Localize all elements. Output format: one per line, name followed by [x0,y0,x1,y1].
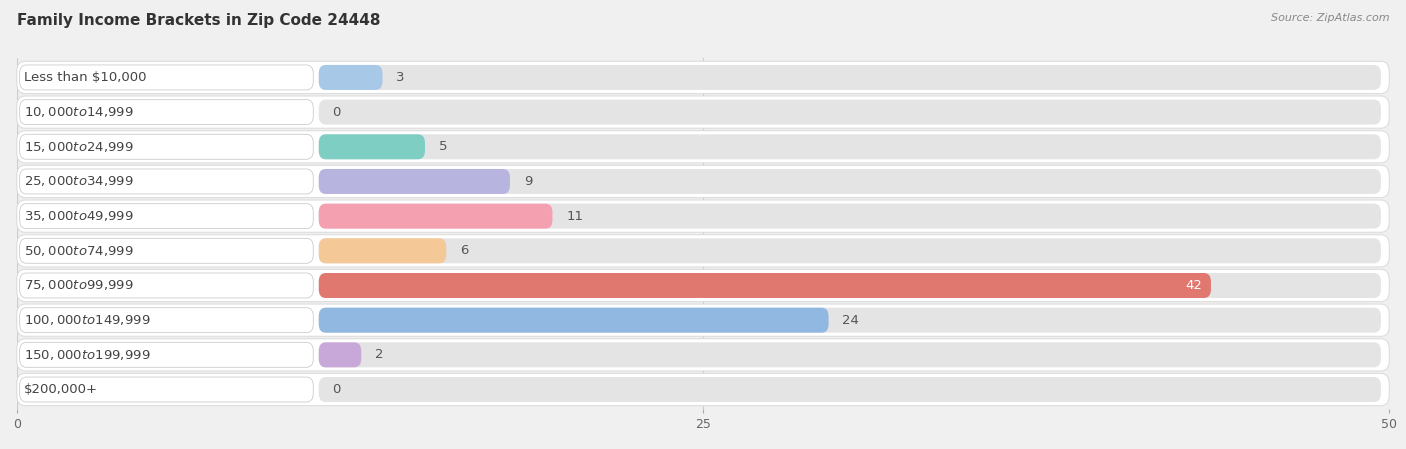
FancyBboxPatch shape [319,134,1381,159]
FancyBboxPatch shape [20,100,314,125]
Text: 6: 6 [460,244,468,257]
Text: 42: 42 [1185,279,1202,292]
FancyBboxPatch shape [319,204,1381,229]
FancyBboxPatch shape [319,377,1381,402]
Text: $100,000 to $149,999: $100,000 to $149,999 [24,313,150,327]
Text: Source: ZipAtlas.com: Source: ZipAtlas.com [1271,13,1389,23]
FancyBboxPatch shape [20,273,314,298]
FancyBboxPatch shape [20,377,314,402]
Text: 2: 2 [375,348,384,361]
FancyBboxPatch shape [20,342,314,367]
FancyBboxPatch shape [17,374,1389,405]
Text: $200,000+: $200,000+ [24,383,98,396]
FancyBboxPatch shape [20,238,314,263]
FancyBboxPatch shape [17,96,1389,128]
Text: $15,000 to $24,999: $15,000 to $24,999 [24,140,134,154]
FancyBboxPatch shape [17,200,1389,232]
FancyBboxPatch shape [319,65,382,90]
FancyBboxPatch shape [20,204,314,229]
FancyBboxPatch shape [17,165,1389,198]
FancyBboxPatch shape [17,131,1389,163]
Text: 3: 3 [396,71,405,84]
FancyBboxPatch shape [319,342,1381,367]
Text: Family Income Brackets in Zip Code 24448: Family Income Brackets in Zip Code 24448 [17,13,381,28]
Text: 0: 0 [332,383,340,396]
Text: 24: 24 [842,314,859,327]
FancyBboxPatch shape [17,62,1389,93]
FancyBboxPatch shape [319,65,1381,90]
FancyBboxPatch shape [319,273,1381,298]
Text: Less than $10,000: Less than $10,000 [24,71,146,84]
FancyBboxPatch shape [20,65,314,90]
Text: 11: 11 [567,210,583,223]
Text: $10,000 to $14,999: $10,000 to $14,999 [24,105,134,119]
Text: $75,000 to $99,999: $75,000 to $99,999 [24,278,134,292]
Text: 9: 9 [523,175,531,188]
Text: 0: 0 [332,106,340,119]
FancyBboxPatch shape [319,204,553,229]
FancyBboxPatch shape [20,134,314,159]
FancyBboxPatch shape [319,273,1211,298]
FancyBboxPatch shape [319,308,1381,333]
FancyBboxPatch shape [319,238,1381,263]
FancyBboxPatch shape [20,169,314,194]
FancyBboxPatch shape [319,342,361,367]
FancyBboxPatch shape [319,134,425,159]
Text: $150,000 to $199,999: $150,000 to $199,999 [24,348,150,362]
FancyBboxPatch shape [17,304,1389,336]
FancyBboxPatch shape [20,308,314,333]
Text: $50,000 to $74,999: $50,000 to $74,999 [24,244,134,258]
FancyBboxPatch shape [17,235,1389,267]
Text: $25,000 to $34,999: $25,000 to $34,999 [24,175,134,189]
FancyBboxPatch shape [17,339,1389,371]
Text: 5: 5 [439,140,447,153]
FancyBboxPatch shape [319,308,828,333]
FancyBboxPatch shape [319,169,510,194]
FancyBboxPatch shape [319,169,1381,194]
FancyBboxPatch shape [17,269,1389,302]
Text: $35,000 to $49,999: $35,000 to $49,999 [24,209,134,223]
FancyBboxPatch shape [319,100,1381,125]
FancyBboxPatch shape [319,238,446,263]
